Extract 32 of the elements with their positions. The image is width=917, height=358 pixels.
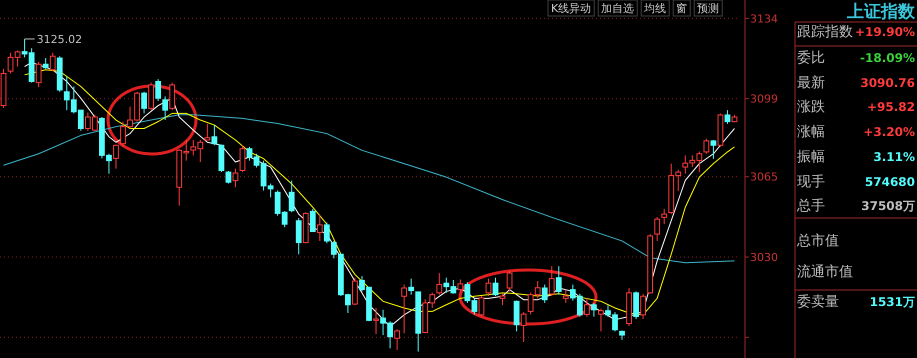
text: 1531万 (870, 295, 915, 309)
annotation: 3125.02 (36, 32, 82, 46)
text: 37508万 (861, 199, 915, 213)
text: 上证指数 (846, 2, 916, 22)
annotation: K线异动 (551, 2, 592, 15)
text: 总市值 (796, 233, 839, 249)
y-tick-label: 3099 (750, 92, 778, 106)
y-tick-label: 3134 (750, 12, 778, 26)
annotation: 均线 (643, 2, 666, 15)
text: 涨跌 (797, 99, 825, 115)
y-tick-label: 3030 (750, 251, 778, 264)
annotation: 加自选 (601, 2, 634, 15)
text: 委比 (797, 50, 825, 66)
text: 振幅 (797, 149, 825, 165)
text: 574680 (864, 175, 915, 189)
annotation: 窗 (676, 2, 688, 15)
text: 最新 (797, 75, 825, 91)
text: 总手 (796, 198, 825, 214)
annotation: 预测 (697, 2, 720, 15)
text: 3090.76 (860, 76, 915, 90)
text: +19.90% (854, 25, 915, 39)
text: 3.11% (873, 150, 915, 164)
text: 流通市值 (797, 264, 853, 280)
text: 现手 (797, 174, 825, 190)
text: +3.20% (863, 125, 915, 139)
text: 涨幅 (797, 124, 825, 140)
text: 委卖量 (797, 294, 839, 310)
line-series (3, 114, 735, 264)
text: +95.82 (866, 100, 915, 114)
text: -18.09% (860, 51, 915, 65)
y-tick-label: 3065 (750, 170, 778, 184)
text: 跟踪指数 (797, 24, 853, 40)
